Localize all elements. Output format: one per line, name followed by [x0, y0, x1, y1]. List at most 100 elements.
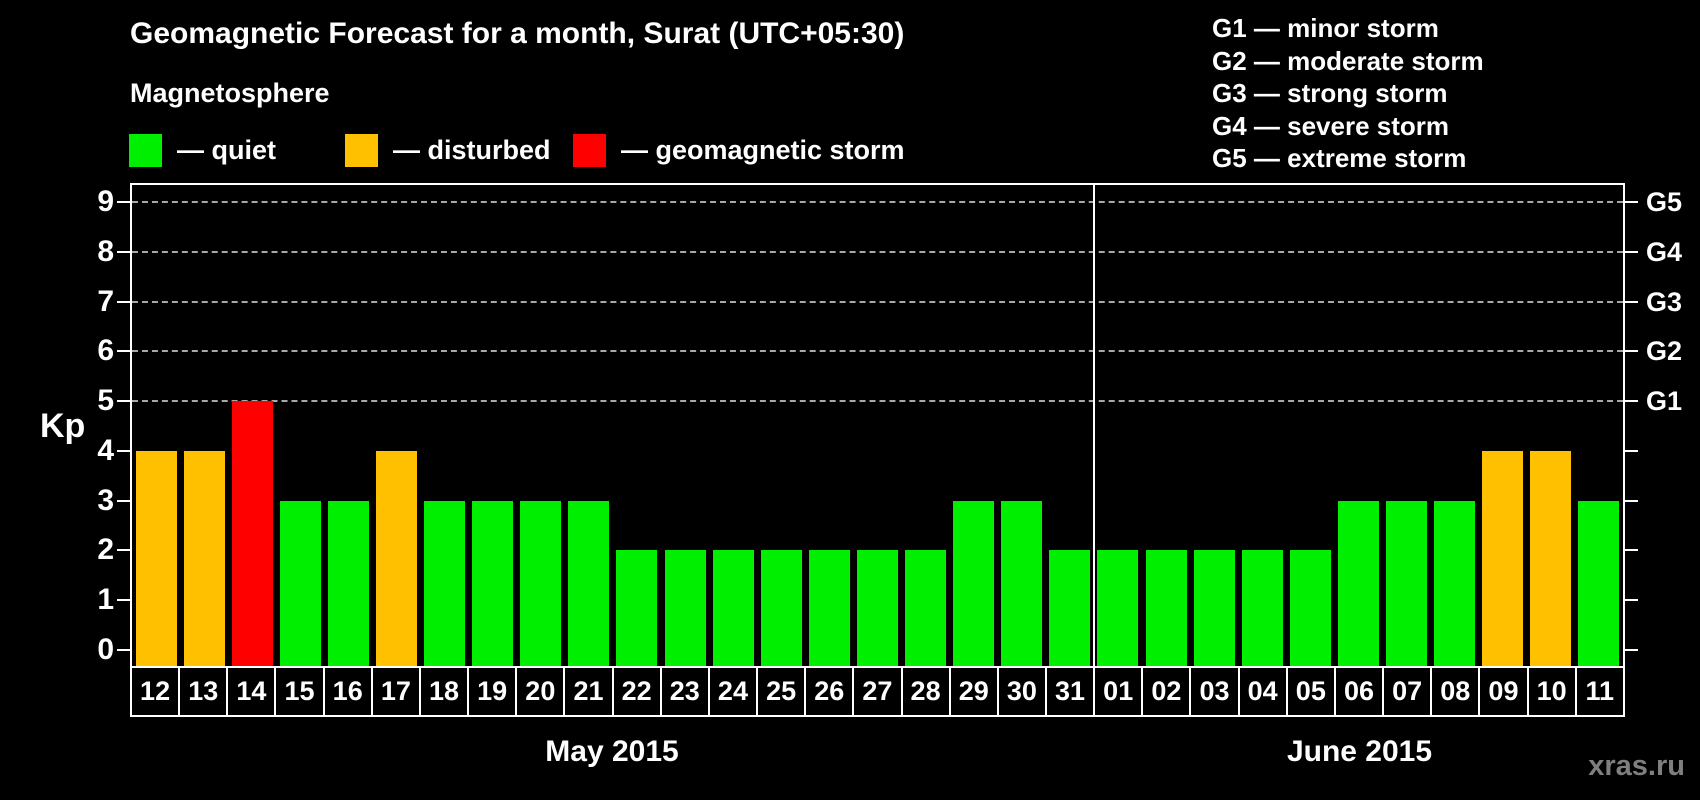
day-cell: 01: [1095, 668, 1144, 715]
kp-axis-label: Kp: [40, 407, 86, 445]
day-cell: 28: [903, 668, 951, 715]
gridline-kp-9: [132, 200, 1623, 203]
kp-bar-quiet: [712, 550, 754, 666]
kp-bar-quiet: [1386, 500, 1428, 666]
kp-bar-quiet: [1241, 550, 1283, 666]
kp-bar-quiet: [616, 550, 658, 666]
day-cell: 30: [999, 668, 1047, 715]
day-cell: 12: [132, 668, 181, 715]
kp-bar-quiet: [568, 500, 610, 666]
day-cell: 07: [1384, 668, 1433, 715]
y-axis-tick: [117, 350, 130, 353]
kp-bar-quiet: [1434, 500, 1476, 666]
storm-scale-line-g5: G5 — extreme storm: [1212, 143, 1467, 174]
gridline-kp-7: [132, 300, 1623, 303]
day-cell: 13: [180, 668, 229, 715]
y-axis-tick: [117, 400, 130, 403]
legend-label-storm: — geomagnetic storm: [621, 135, 905, 165]
right-axis-tick: [1625, 499, 1638, 502]
g-axis-label-g2: G2: [1646, 336, 1683, 367]
y-axis-tick: [117, 300, 130, 303]
day-cell: 02: [1143, 668, 1192, 715]
gridline-kp-6: [132, 350, 1623, 353]
day-cell: 20: [517, 668, 566, 715]
y-tick-label: 5: [97, 384, 114, 418]
kp-bar-quiet: [1193, 550, 1235, 666]
page-title: Geomagnetic Forecast for a month, Surat …: [130, 17, 905, 50]
kp-bar-quiet: [856, 550, 898, 666]
right-axis-tick: [1625, 449, 1638, 452]
g-axis-label-g4: G4: [1646, 236, 1683, 267]
storm-color-swatch-icon: [573, 134, 606, 167]
y-axis-tick: [117, 649, 130, 651]
day-cell: 21: [565, 668, 614, 715]
day-cell: 17: [373, 668, 421, 715]
storm-scale-line-g1: G1 — minor storm: [1212, 13, 1439, 43]
day-cell: 22: [614, 668, 662, 715]
y-tick-label: 9: [97, 184, 114, 218]
y-tick-label: 6: [97, 334, 114, 368]
y-tick-label: 1: [97, 583, 114, 617]
legend-label-disturbed: — disturbed: [393, 135, 551, 165]
kp-bar-quiet: [279, 500, 321, 666]
gridline-kp-5: [132, 400, 1623, 403]
magnetosphere-subtitle: Magnetosphere: [130, 78, 330, 108]
y-tick-label: 4: [97, 433, 114, 467]
right-axis-tick: [1625, 549, 1638, 552]
day-cell: 04: [1240, 668, 1288, 715]
y-axis-tick: [117, 250, 130, 253]
day-cell: 10: [1529, 668, 1577, 715]
y-tick-label: 0: [97, 633, 114, 666]
y-axis-tick: [117, 200, 130, 203]
day-cell: 25: [758, 668, 807, 715]
month-label-june: June 2015: [1286, 735, 1433, 768]
kp-bar-storm: [231, 401, 273, 666]
y-axis-tick: [117, 599, 130, 602]
quiet-color-swatch-icon: [129, 134, 162, 167]
kp-bar-quiet: [424, 500, 466, 666]
kp-bar-quiet: [327, 500, 369, 666]
month-label-may: May 2015: [545, 735, 679, 768]
kp-bar-quiet: [1097, 550, 1139, 666]
watermark: xras.ru: [1588, 750, 1685, 782]
plot-inner: [132, 185, 1623, 666]
day-axis-row: 12 13 14 15 16 17 18 19 20 21 22 23 24 25 26 27 28 29 30 31…: [130, 666, 1625, 717]
day-cell: 24: [710, 668, 759, 715]
day-cell: 11: [1585, 676, 1615, 706]
kp-bar-quiet: [1289, 550, 1331, 666]
kp-bar-quiet: [1145, 550, 1187, 666]
kp-bar-quiet: [760, 550, 802, 666]
month-separator-line: [1092, 185, 1095, 666]
day-cell: 23: [662, 668, 710, 715]
y-tick-label: 7: [97, 284, 114, 318]
right-axis-tick: [1625, 250, 1638, 253]
storm-scale-line-g2: G2 — moderate storm: [1212, 45, 1484, 76]
disturbed-color-swatch-icon: [345, 134, 378, 167]
kp-bar-disturbed: [375, 450, 417, 666]
day-cell: 18: [421, 668, 470, 715]
kp-bar-quiet: [1001, 500, 1043, 666]
g-axis-label-g1: G1: [1646, 386, 1683, 417]
kp-bar-quiet: [808, 550, 850, 666]
legend-label-quiet: — quiet: [177, 135, 276, 165]
day-cell: 31: [1047, 668, 1096, 715]
gridline-kp-8: [132, 250, 1623, 253]
kp-bar-disturbed: [1530, 450, 1572, 666]
right-axis-tick: [1625, 400, 1638, 403]
day-cell: 27: [854, 668, 903, 715]
day-cell: 26: [806, 668, 855, 715]
kp-bar-disturbed: [135, 450, 177, 666]
day-cell: 05: [1288, 668, 1336, 715]
kp-bar-quiet: [1578, 500, 1620, 666]
day-cell: 08: [1432, 668, 1481, 715]
day-cell: 29: [951, 668, 999, 715]
y-tick-label: 2: [97, 533, 114, 567]
day-cell: 06: [1336, 668, 1385, 715]
kp-bar-quiet: [520, 500, 562, 666]
day-cell: 16: [325, 668, 373, 715]
right-axis-tick: [1625, 200, 1638, 203]
storm-scale-line-g3: G3 — strong storm: [1212, 78, 1448, 109]
kp-bar-disturbed: [1482, 450, 1524, 666]
kp-bar-quiet: [664, 550, 706, 666]
right-axis-tick: [1625, 649, 1638, 651]
